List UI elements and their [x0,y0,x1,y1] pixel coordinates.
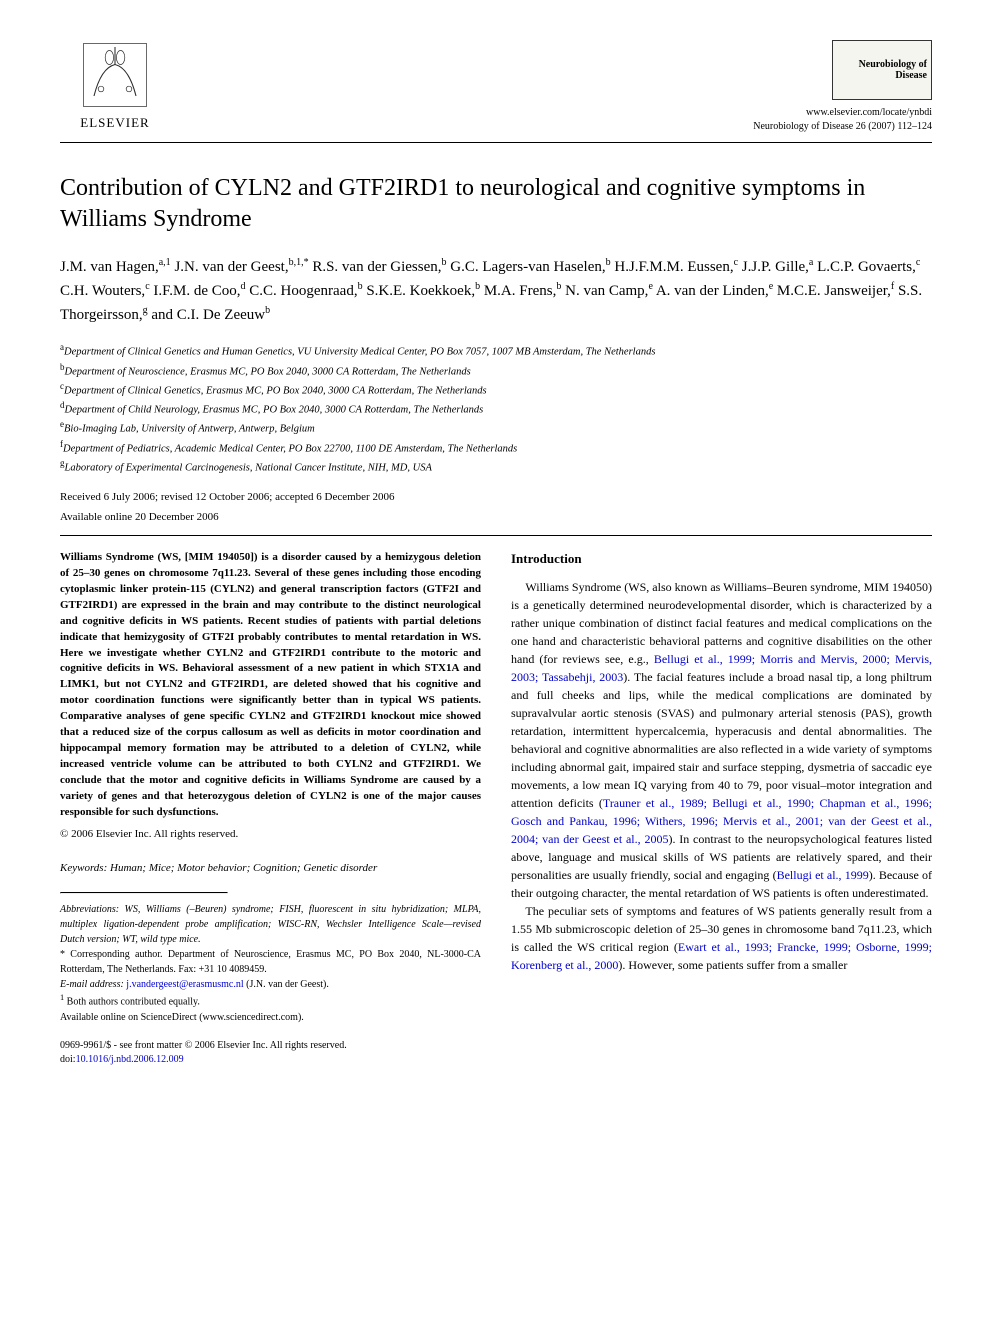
left-column: Williams Syndrome (WS, [MIM 194050]) is … [60,550,481,1025]
affiliation-item: cDepartment of Clinical Genetics, Erasmu… [60,380,932,399]
keywords-text: Human; Mice; Motor behavior; Cognition; … [110,862,377,874]
page-header: ELSEVIER Neurobiology of Disease www.els… [60,40,932,143]
journal-block: Neurobiology of Disease www.elsevier.com… [712,40,932,134]
equal-contribution-footnote: 1 Both authors contributed equally. [60,992,481,1009]
intro-paragraph-2: The peculiar sets of symptoms and featur… [511,902,932,974]
doi-label: doi: [60,1054,76,1065]
sciencedirect-footnote: Available online on ScienceDirect (www.s… [60,1010,481,1025]
affiliation-item: eBio-Imaging Lab, University of Antwerp,… [60,418,932,437]
introduction-heading: Introduction [511,550,932,568]
publisher-name: ELSEVIER [80,114,149,132]
article-title: Contribution of CYLN2 and GTF2IRD1 to ne… [60,173,932,235]
email-footnote: E-mail address: j.vandergeest@erasmusmc.… [60,977,481,992]
email-address[interactable]: j.vandergeest@erasmusmc.nl [126,979,243,990]
header-divider [60,535,932,536]
affiliation-item: dDepartment of Child Neurology, Erasmus … [60,399,932,418]
corresponding-author-footnote: * Corresponding author. Department of Ne… [60,947,481,977]
abstract-block: Williams Syndrome (WS, [MIM 194050]) is … [60,550,481,843]
journal-cover: Neurobiology of Disease [832,40,932,100]
journal-cover-title: Neurobiology of Disease [837,59,927,81]
author-list: J.M. van Hagen,a,1 J.N. van der Geest,b,… [60,255,932,327]
intro-paragraph-1: Williams Syndrome (WS, also known as Wil… [511,578,932,902]
received-dates: Received 6 July 2006; revised 12 October… [60,490,932,505]
affiliation-item: gLaboratory of Experimental Carcinogenes… [60,457,932,476]
affiliation-item: bDepartment of Neuroscience, Erasmus MC,… [60,361,932,380]
doi-line: doi:10.1016/j.nbd.2006.12.009 [60,1053,932,1067]
journal-url: www.elsevier.com/locate/ynbdi [712,106,932,120]
footnote-divider [60,892,228,894]
page-footer: 0969-9961/$ - see front matter © 2006 El… [60,1039,932,1067]
elsevier-logo [80,40,150,110]
keywords-block: Keywords: Human; Mice; Motor behavior; C… [60,861,481,876]
right-column: Introduction Williams Syndrome (WS, also… [511,550,932,1025]
email-label: E-mail address: [60,979,124,990]
abstract-copyright: © 2006 Elsevier Inc. All rights reserved… [60,827,481,843]
online-date: Available online 20 December 2006 [60,510,932,525]
journal-citation: Neurobiology of Disease 26 (2007) 112–12… [712,120,932,134]
affiliation-item: aDepartment of Clinical Genetics and Hum… [60,341,932,360]
abstract-text: Williams Syndrome (WS, [MIM 194050]) is … [60,551,481,818]
doi-value[interactable]: 10.1016/j.nbd.2006.12.009 [76,1054,184,1065]
email-suffix: (J.N. van der Geest). [246,979,329,990]
abbreviations-footnote: Abbreviations: WS, Williams (–Beuren) sy… [60,902,481,947]
two-column-body: Williams Syndrome (WS, [MIM 194050]) is … [60,550,932,1025]
affiliation-item: fDepartment of Pediatrics, Academic Medi… [60,438,932,457]
keywords-label: Keywords: [60,862,107,874]
issn-line: 0969-9961/$ - see front matter © 2006 El… [60,1039,932,1053]
publisher-block: ELSEVIER [60,40,170,132]
affiliation-list: aDepartment of Clinical Genetics and Hum… [60,341,932,476]
footnotes-block: Abbreviations: WS, Williams (–Beuren) sy… [60,902,481,1024]
